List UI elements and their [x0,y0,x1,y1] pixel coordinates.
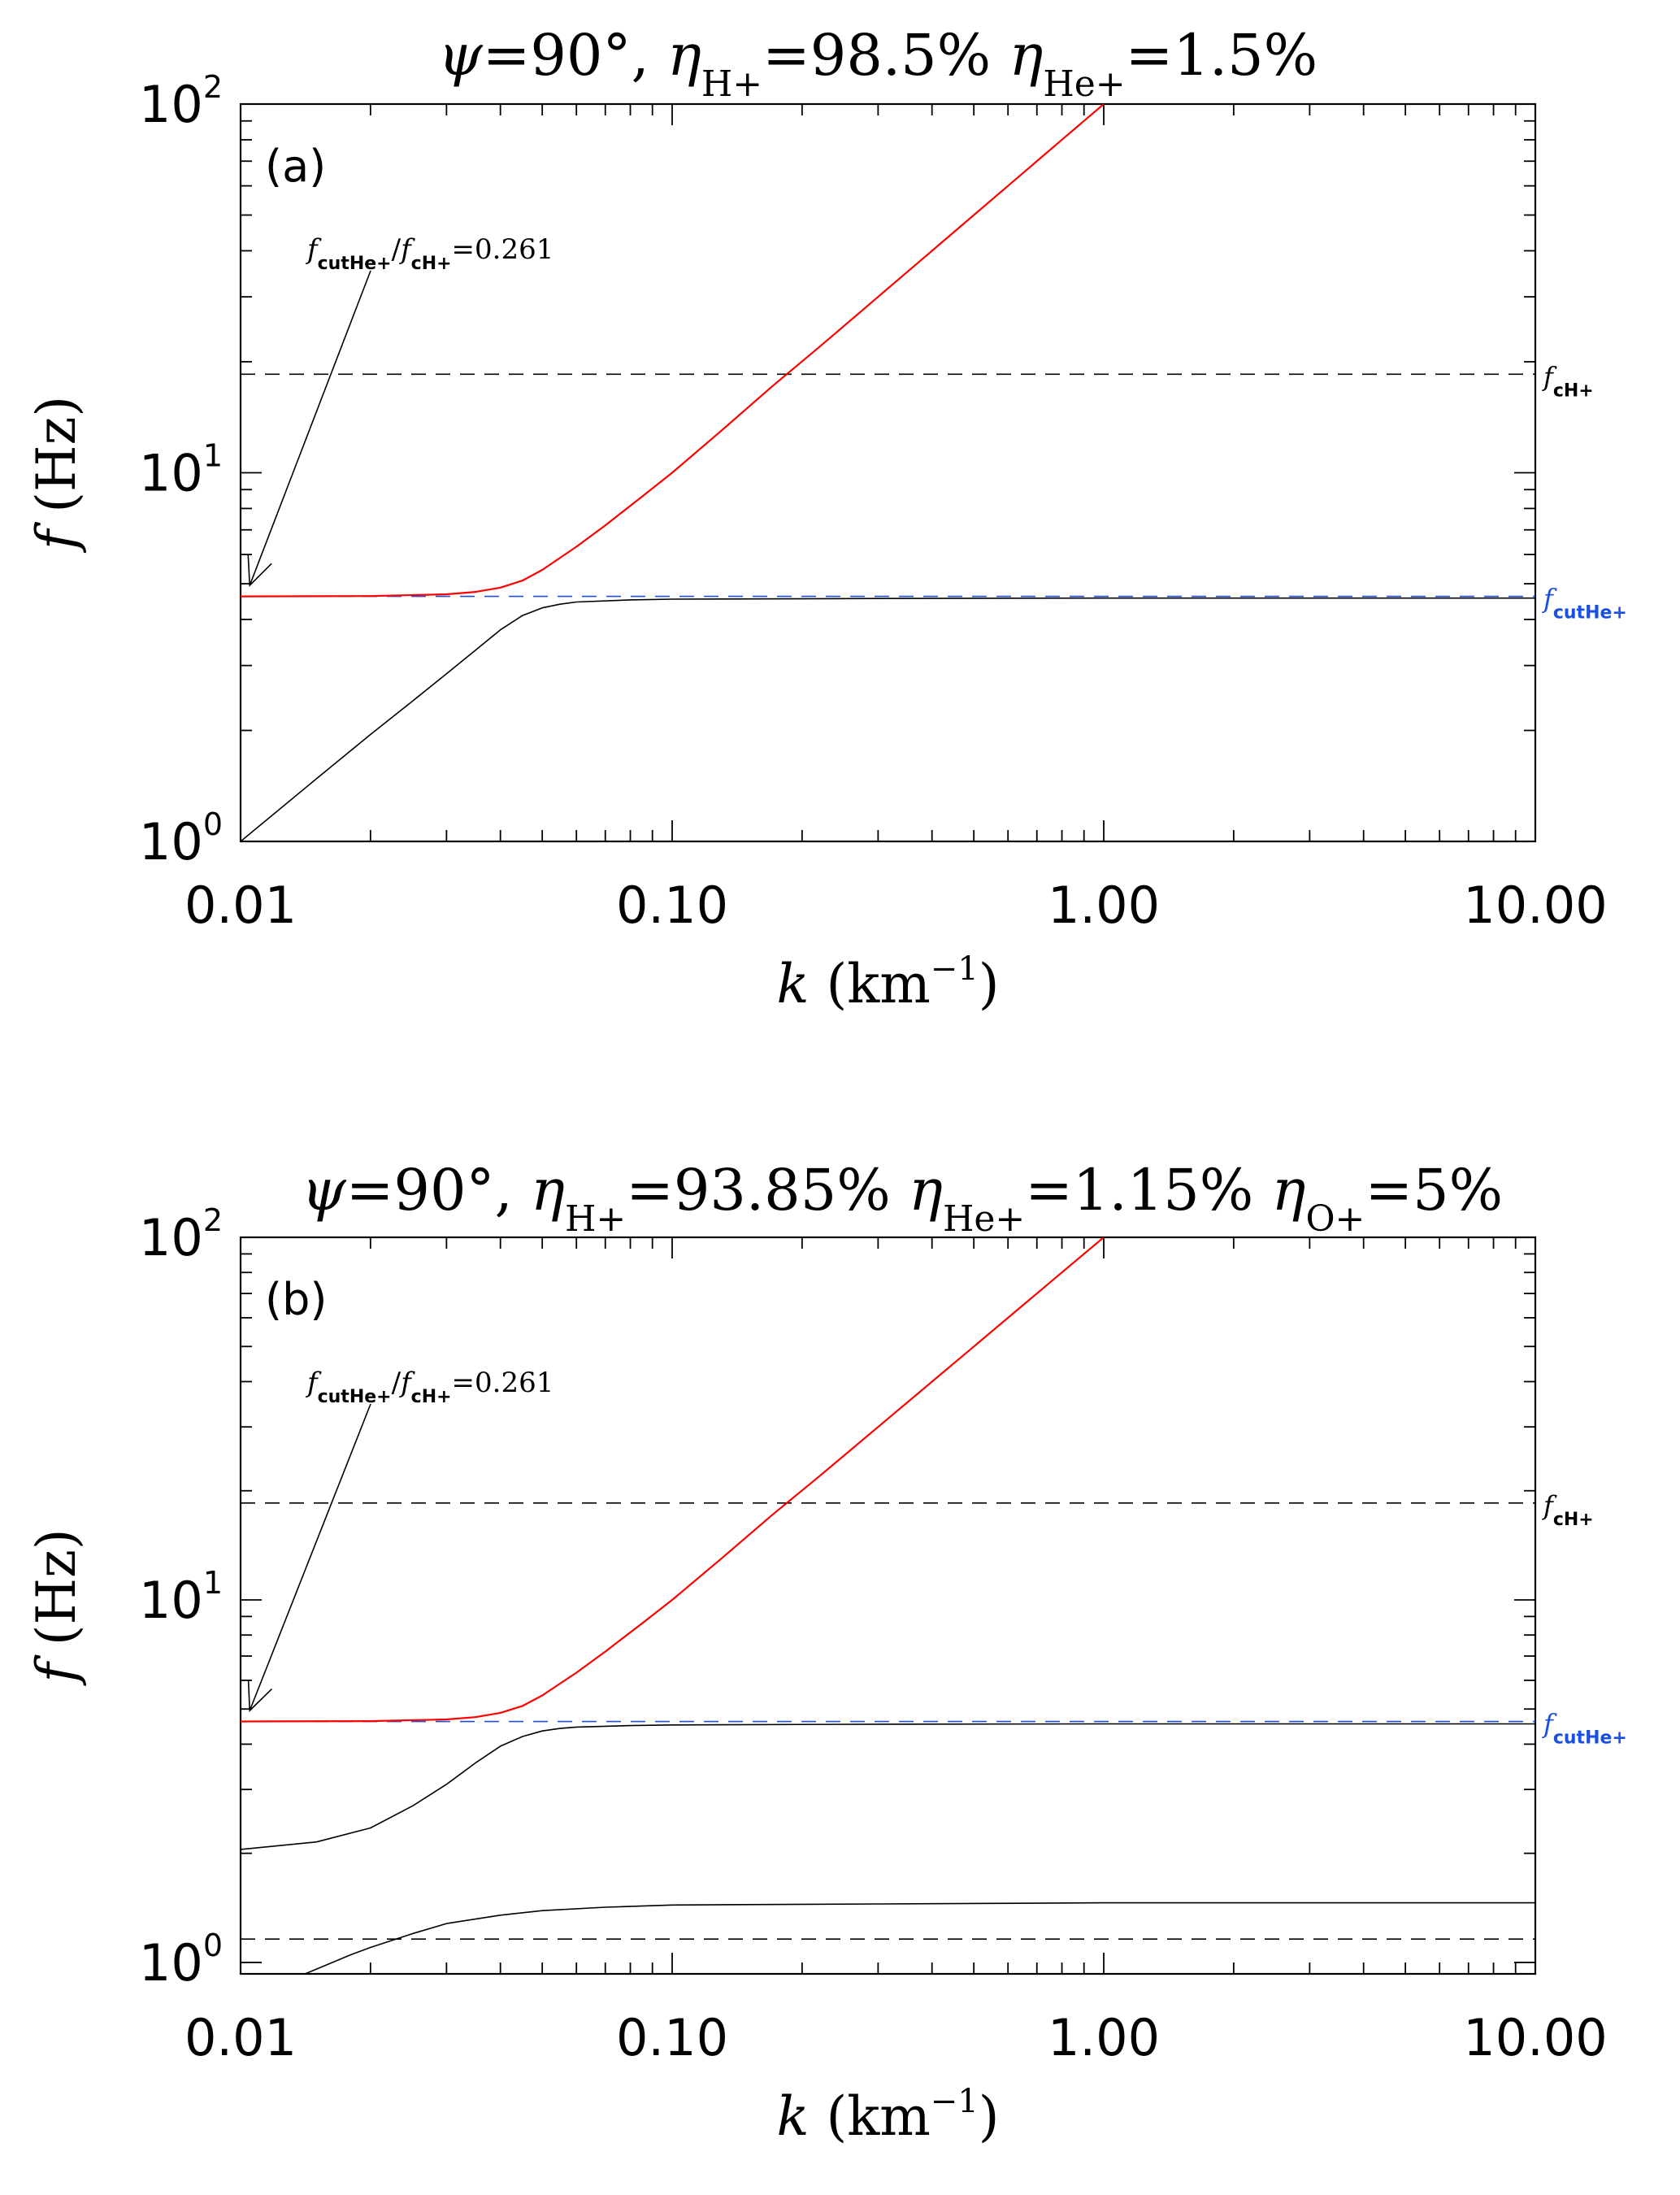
plot-frame [239,1236,1537,1976]
panel-label: (a) [265,141,326,192]
dispersion-curve-red [241,1237,1105,1723]
annotation-arrow [249,1403,371,1711]
y-axis-label: f (Hz) [25,396,88,554]
panel-b: 0.01 0.10 1.00 10.00 100 101 102 k (km−1) f (Hz)… [25,1157,1627,2148]
x-tick-label: 0.01 [184,876,297,935]
y-tick-label: 102 [139,1202,223,1267]
annotation-arrowhead [247,554,272,587]
y-tick-label: 100 [139,806,223,871]
x-tick-label: 1.00 [1048,2008,1160,2067]
y-tick-label: 101 [139,1565,223,1630]
x-tick-label: 10.00 [1463,2008,1608,2067]
y-tick-label: 102 [139,69,223,134]
chart-title: ψ=90°, ηH+=98.5% ηHe+=1.5% [438,22,1318,105]
panel-a: 0.01 0.10 1.00 10.00 100 101 102 k (km−1) f (Hz)… [25,22,1627,1015]
y-axis-label: f (Hz) [25,1528,88,1686]
x-axis-label: k (km−1) [776,950,999,1015]
y-tick-label: 101 [139,438,223,503]
dispersion-curve-black [304,1902,1535,1974]
y-tick-label: 100 [139,1928,223,1993]
annotation-arrow [249,270,371,586]
x-tick-label: 10.00 [1463,876,1608,935]
reference-line-label: fcutHe+ [1542,584,1627,624]
annotation-text: fcutHe+/fcH+=0.261 [305,233,553,274]
reference-line-label: fcH+ [1542,361,1594,401]
reference-line-label: fcH+ [1542,1490,1594,1530]
x-tick-label: 1.00 [1048,876,1160,935]
x-tick-label: 0.10 [616,2008,728,2067]
x-tick-label: 0.10 [616,876,728,935]
x-axis-label: k (km−1) [776,2083,999,2148]
dispersion-curve-black [241,597,1535,841]
panel-label: (b) [265,1274,327,1325]
x-tick-label: 0.01 [184,2008,297,2067]
annotation-arrowhead [247,1680,272,1712]
annotation-text: fcutHe+/fcH+=0.261 [305,1367,553,1407]
dispersion-curve-black [241,1723,1535,1850]
chart-title: ψ=90°, ηH+=93.85% ηHe+=1.15% ηO+=5% [302,1157,1503,1240]
dispersion-curve-red [241,104,1105,598]
